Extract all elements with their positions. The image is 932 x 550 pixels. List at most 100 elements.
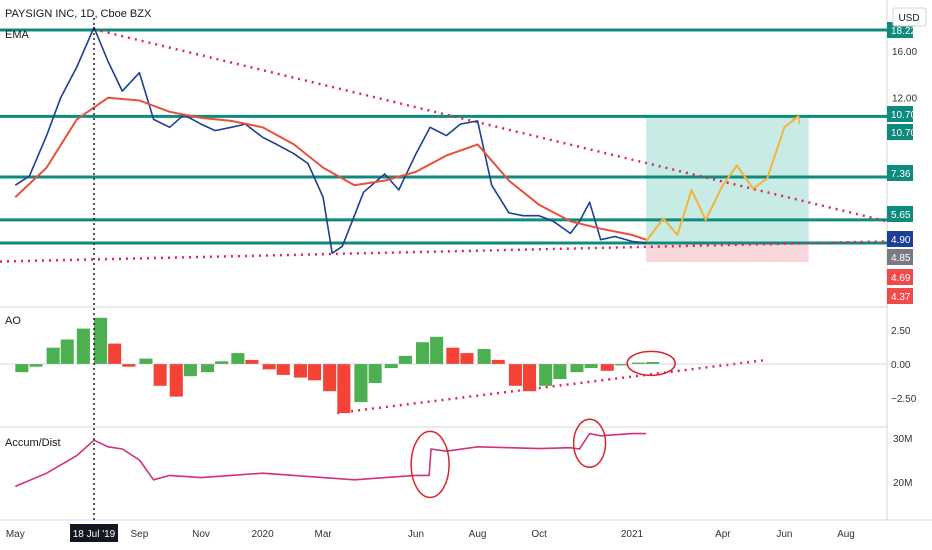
ao-bar (60, 339, 74, 364)
price-tag-label: 4.90 (891, 235, 911, 246)
ao-bar (600, 364, 614, 371)
price-tag (887, 288, 913, 304)
ao-bar (632, 362, 646, 364)
ao-bar (323, 364, 337, 392)
price-tag-label: 10.70 (891, 110, 916, 121)
time-tick-label: Jun (776, 529, 792, 540)
ao-bar (308, 364, 322, 381)
ad-tick-label: 30M (893, 434, 912, 445)
ao-bar (293, 364, 307, 378)
support-resistance-levels (0, 28, 887, 245)
ao-trendline (337, 358, 768, 415)
ao-tick-label: 2.50 (891, 326, 911, 337)
ad-highlight-circle-right (572, 418, 607, 469)
crosshair-time-label: 18 Jul '19 (73, 529, 116, 540)
ao-bar (245, 359, 259, 364)
ao-bar (508, 364, 522, 386)
time-tick-label: Apr (715, 529, 731, 540)
ao-bar (139, 358, 153, 364)
time-tick-label: Nov (192, 529, 210, 540)
resistance-trendline (93, 28, 888, 223)
price-tag (887, 249, 913, 265)
ao-bar (46, 347, 60, 364)
ao-bar (539, 364, 553, 386)
ao-bar (231, 353, 245, 364)
ao-bar (477, 349, 491, 364)
ao-bar (15, 364, 29, 373)
ao-bar (108, 343, 122, 364)
stop-zone (646, 243, 809, 263)
ao-bar (337, 364, 351, 413)
ao-bar (416, 342, 430, 364)
ao-histogram (0, 317, 887, 413)
ao-bar (153, 364, 167, 386)
price-line (14, 26, 647, 254)
ao-tick-label: 0.00 (891, 360, 911, 371)
ad-panel-label[interactable]: Accum/Dist (5, 437, 61, 449)
price-tag (887, 165, 913, 181)
ao-bar (384, 364, 398, 369)
projection-arrow-head (791, 115, 801, 125)
ao-bar (460, 353, 474, 364)
price-tag (887, 106, 913, 122)
projection-line (645, 115, 800, 243)
ema-indicator-label[interactable]: EMA (5, 29, 30, 41)
ao-bar (646, 362, 660, 364)
time-tick-label: Jun (408, 529, 424, 540)
ao-bar (491, 359, 505, 364)
ao-bar (354, 364, 368, 403)
ao-bar (614, 364, 628, 366)
chart-title: PAYSIGN INC, 1D, Cboe BZX (5, 8, 152, 20)
price-tag (887, 269, 913, 285)
time-tick-label: Aug (837, 529, 855, 540)
price-tick-label: 16.00 (892, 47, 917, 58)
ao-bar (276, 364, 290, 375)
time-tick-label: Oct (531, 529, 547, 540)
support-trendline (0, 240, 888, 263)
time-tick-label: May (6, 529, 25, 540)
ao-tick-label: −2.50 (891, 394, 917, 405)
ao-bar (169, 364, 183, 397)
ao-bar (262, 364, 276, 370)
time-tick-label: 2021 (621, 529, 644, 540)
ao-highlight-circle (626, 350, 676, 377)
currency-label: USD (898, 13, 919, 24)
price-tag (887, 206, 913, 222)
price-tag-label: 5.65 (891, 210, 911, 221)
ao-bar (398, 355, 412, 364)
price-tag-label: 4.69 (891, 273, 911, 284)
ao-bar (523, 364, 537, 392)
trendlines (0, 28, 888, 415)
ao-bar (215, 361, 229, 364)
ao-bar (183, 364, 197, 377)
ao-bar (201, 364, 215, 373)
price-tag (887, 124, 913, 140)
currency-button[interactable] (892, 7, 927, 27)
ao-bar (446, 347, 460, 364)
ad-tick-label: 20M (893, 478, 912, 489)
price-series (14, 26, 801, 254)
ao-bar (122, 364, 136, 367)
price-tag (887, 231, 913, 247)
time-tick-label: Aug (469, 529, 487, 540)
ema-line (14, 96, 647, 241)
ad-highlight-circle-left (410, 430, 450, 499)
time-tick-label: 2020 (251, 529, 274, 540)
ao-bar (368, 364, 382, 383)
price-tag-label: 4.37 (891, 292, 911, 303)
time-tick-label: Mar (315, 529, 333, 540)
price-tag-label: 18.22 (891, 26, 916, 37)
crosshair-time-tag (70, 524, 118, 542)
ao-bar (584, 364, 598, 369)
price-tag-label: 7.36 (891, 169, 911, 180)
ao-bar (94, 317, 108, 364)
ao-bar (29, 364, 43, 367)
accum-dist-series (14, 432, 647, 488)
ao-panel-label[interactable]: AO (5, 315, 21, 327)
price-tag-label: 10.70 (891, 128, 916, 139)
ao-bar (76, 328, 90, 364)
ao-bar (430, 336, 444, 364)
ao-bar (553, 364, 567, 379)
price-tick-label: 12.00 (892, 94, 917, 105)
